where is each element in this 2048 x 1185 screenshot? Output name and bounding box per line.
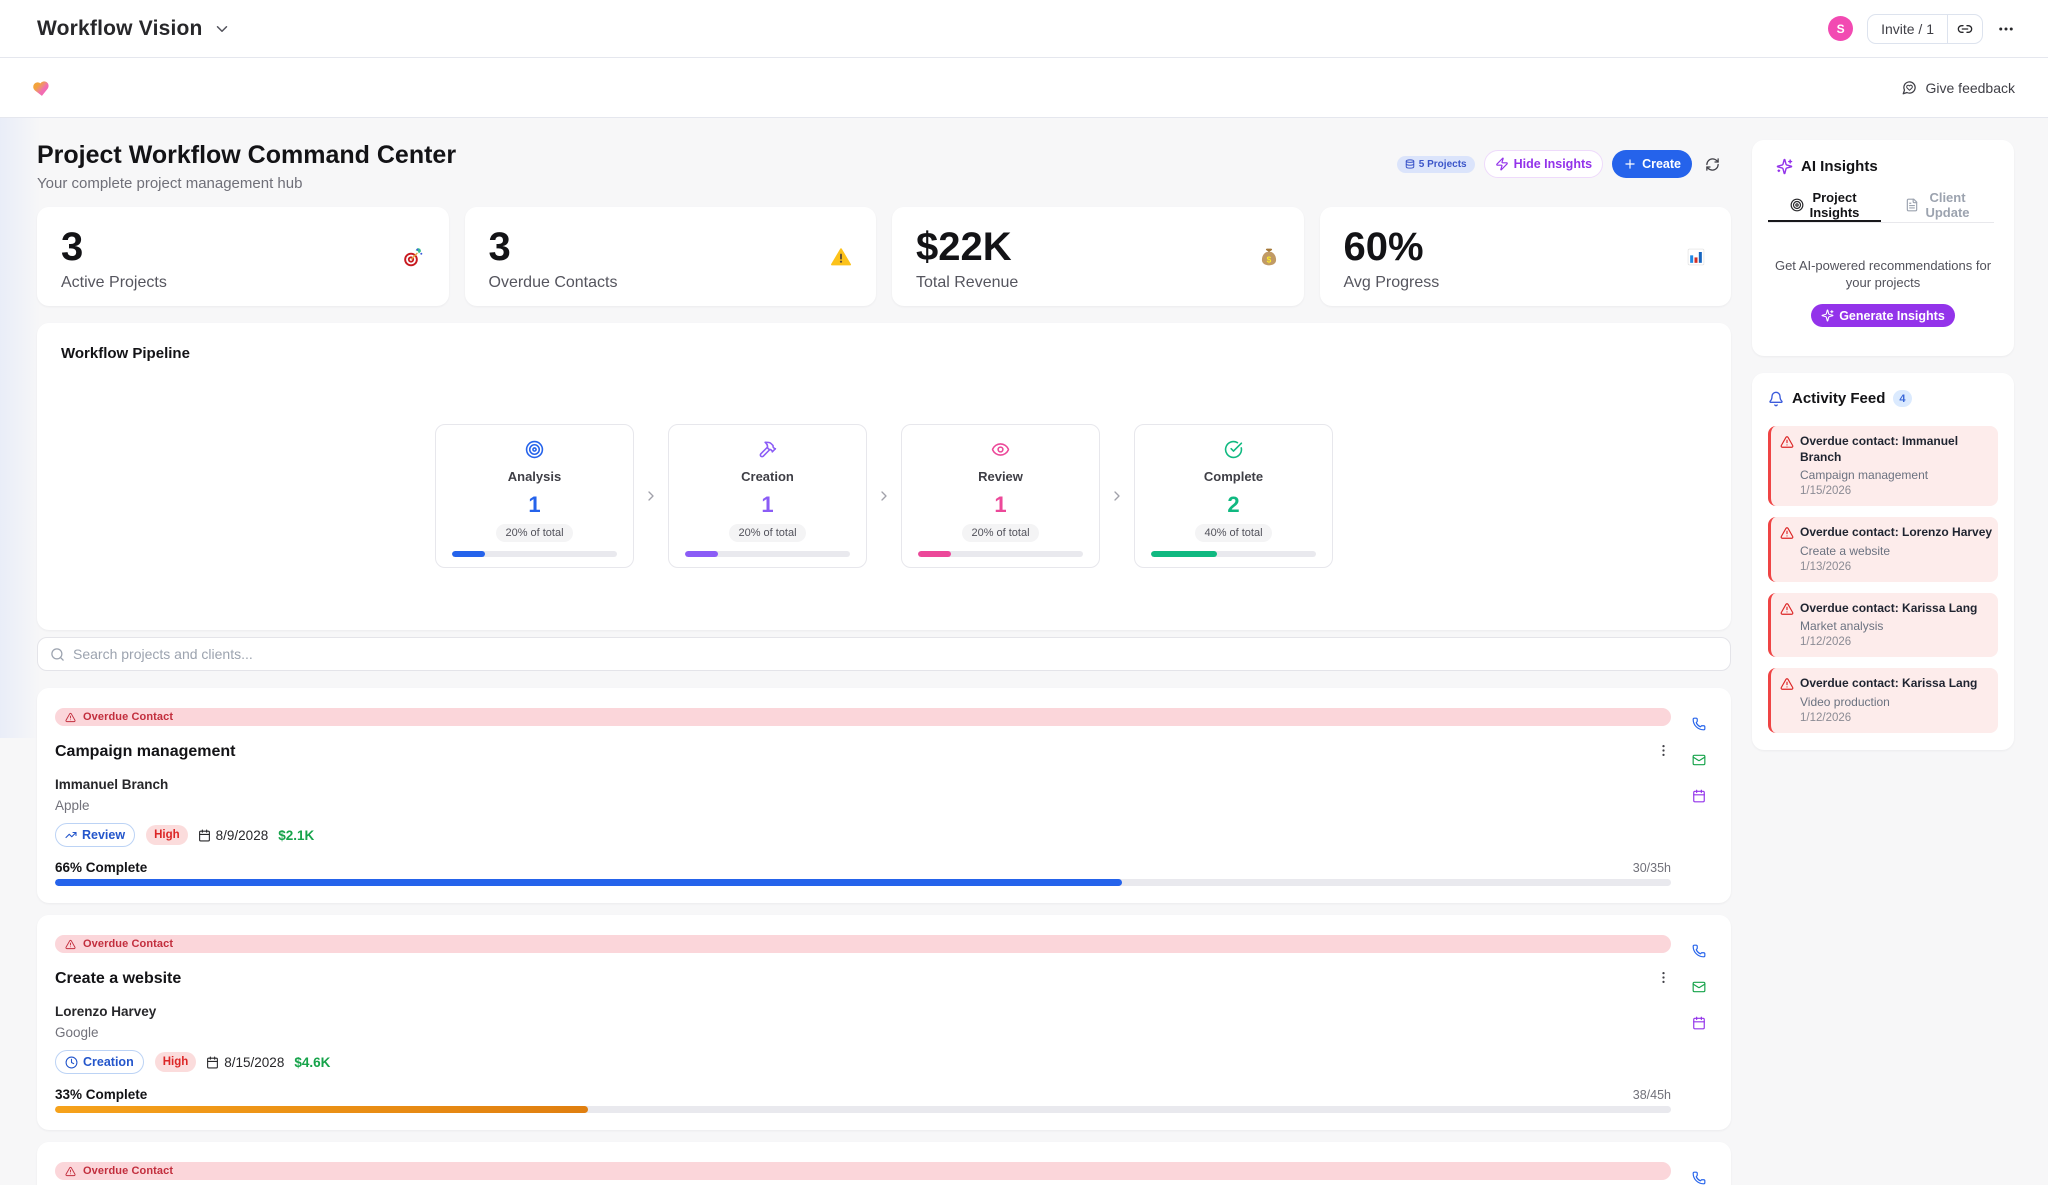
- svg-text:$: $: [1266, 254, 1271, 264]
